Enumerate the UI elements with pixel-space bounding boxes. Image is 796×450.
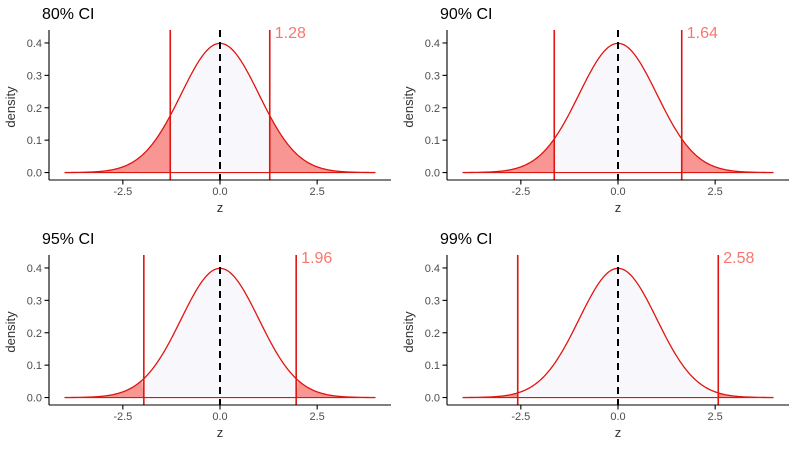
panel-title: 90% CI [440,6,492,23]
critical-value-label: 1.64 [687,25,718,42]
panel-slot-99-ci: -2.5 0.0 2.5 0.0 0.1 0.2 0.3 0.4 z density 99% CI 2… [398,225,796,450]
y-tick-label: 0.0 [425,393,440,405]
y-tick-label: 0.0 [425,168,440,180]
x-tick-label: 0.0 [610,411,625,423]
right-tail-area [269,117,376,173]
x-tick-label: 0.0 [212,411,227,423]
left-tail-area [64,380,144,398]
critical-value-label: 1.96 [301,250,332,267]
y-tick-label: 0.2 [27,328,42,340]
y-tick-label: 0.1 [425,135,440,147]
y-tick-label: 0.1 [27,135,42,147]
y-tick-label: 0.3 [425,295,440,307]
y-axis-title: density [401,311,416,353]
right-tail-area [296,380,376,398]
y-axis-title: density [3,86,18,128]
left-tail-area [64,117,171,173]
x-tick-label: 2.5 [310,411,325,423]
x-tick-label: 0.0 [212,186,227,198]
x-axis-title: z [217,425,224,440]
x-axis-title: z [615,200,622,215]
y-tick-label: 0.2 [425,328,440,340]
y-tick-label: 0.4 [27,263,42,275]
y-tick-label: 0.1 [425,360,440,372]
y-tick-label: 0.2 [27,103,42,115]
y-tick-label: 0.2 [425,103,440,115]
panel-80-ci: -2.5 0.0 2.5 0.0 0.1 0.2 0.3 0.4 z density 80% CI 1… [3,6,391,215]
left-tail-area [462,139,555,173]
y-tick-label: 0.3 [27,295,42,307]
x-tick-label: 0.0 [610,186,625,198]
y-tick-label: 0.4 [425,263,440,275]
y-tick-label: 0.4 [27,38,42,50]
x-tick-label: -2.5 [113,186,132,198]
y-tick-label: 0.0 [27,393,42,405]
y-axis-title: density [3,311,18,353]
panel-slot-95-ci: -2.5 0.0 2.5 0.0 0.1 0.2 0.3 0.4 z density 95% CI 1… [0,225,398,450]
y-tick-label: 0.3 [27,70,42,82]
panel-90-ci: -2.5 0.0 2.5 0.0 0.1 0.2 0.3 0.4 z density 90% CI 1… [401,6,789,215]
x-axis-title: z [217,200,224,215]
y-tick-label: 0.1 [27,360,42,372]
x-tick-label: 2.5 [310,186,325,198]
x-tick-label: -2.5 [511,186,530,198]
x-tick-label: 2.5 [708,411,723,423]
panel-title: 95% CI [42,231,94,248]
y-tick-label: 0.4 [425,38,440,50]
panel-99-ci: -2.5 0.0 2.5 0.0 0.1 0.2 0.3 0.4 z density 99% CI 2… [401,231,789,440]
panel-slot-80-ci: -2.5 0.0 2.5 0.0 0.1 0.2 0.3 0.4 z density 80% CI 1… [0,0,398,225]
x-axis-title: z [615,425,622,440]
panel-title: 99% CI [440,231,492,248]
critical-value-label: 2.58 [723,250,754,267]
x-tick-label: -2.5 [511,411,530,423]
y-axis-title: density [401,86,416,128]
panel-slot-90-ci: -2.5 0.0 2.5 0.0 0.1 0.2 0.3 0.4 z density 90% CI 1… [398,0,796,225]
panel-title: 80% CI [42,6,94,23]
y-tick-label: 0.3 [425,70,440,82]
panel-95-ci: -2.5 0.0 2.5 0.0 0.1 0.2 0.3 0.4 z density 95% CI 1… [3,231,391,440]
critical-value-label: 1.28 [275,25,306,42]
x-tick-label: -2.5 [113,411,132,423]
right-tail-area [681,139,774,173]
x-tick-label: 2.5 [708,186,723,198]
y-tick-label: 0.0 [27,168,42,180]
